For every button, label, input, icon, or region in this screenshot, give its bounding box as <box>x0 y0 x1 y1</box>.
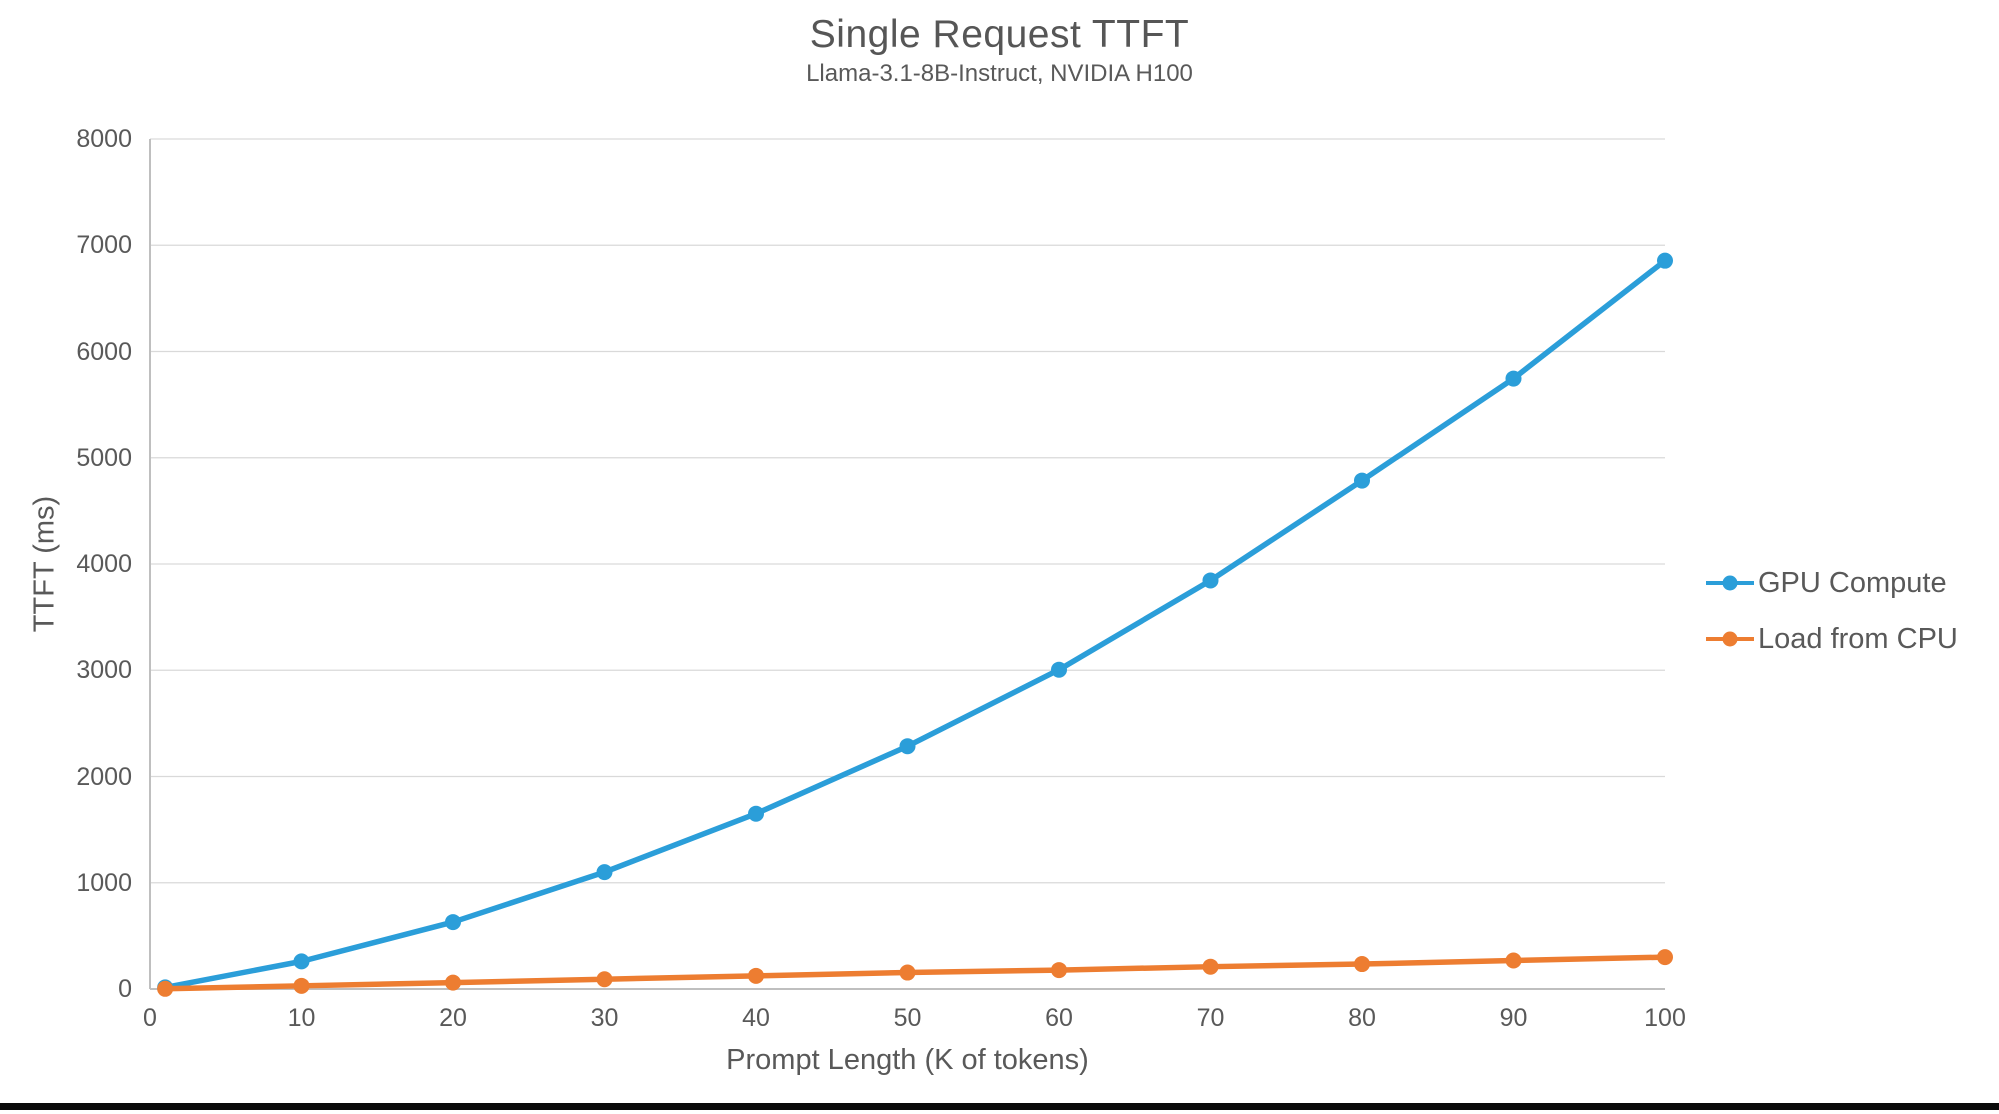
legend-line-marker-icon <box>1706 575 1754 591</box>
x-axis-title: Prompt Length (K of tokens) <box>726 1044 1089 1076</box>
data-point <box>1354 472 1370 489</box>
series-line-gpu-compute <box>162 257 1668 991</box>
data-point <box>1505 370 1522 387</box>
legend-item-load-from-cpu: Load from CPU <box>1706 618 1958 660</box>
data-point <box>1202 572 1219 589</box>
data-point <box>1657 252 1673 269</box>
y-tick-label: 8000 <box>76 125 132 153</box>
y-tick-label: 1000 <box>76 868 132 897</box>
data-point <box>1505 952 1522 969</box>
data-point <box>293 977 310 994</box>
x-tick-label: 20 <box>439 1004 467 1032</box>
data-point <box>748 967 764 984</box>
x-tick-label: 50 <box>893 1004 922 1032</box>
data-point <box>899 964 916 981</box>
y-tick-label: 0 <box>118 975 132 1003</box>
x-tick-label: 80 <box>1348 1004 1376 1032</box>
chart-subtitle: Llama-3.1-8B-Instruct, NVIDIA H100 <box>806 60 1193 87</box>
x-tick-label: 100 <box>1644 1004 1686 1032</box>
chart-legend: GPU Compute Load from CPU <box>1706 562 1958 674</box>
data-point <box>748 805 764 822</box>
y-tick-label: 2000 <box>76 762 132 791</box>
y-tick-label: 5000 <box>76 443 132 472</box>
y-tick-label: 7000 <box>76 231 132 260</box>
y-tick-label: 4000 <box>76 550 132 578</box>
x-tick-label: 70 <box>1196 1004 1225 1032</box>
data-point <box>445 914 461 931</box>
chart-title: Single Request TTFT <box>809 13 1190 56</box>
x-tick-label: 60 <box>1045 1004 1073 1032</box>
x-tick-label: 30 <box>590 1004 619 1032</box>
x-tick-label: 40 <box>742 1004 770 1032</box>
legend-label: Load from CPU <box>1758 622 1958 655</box>
data-point <box>1657 949 1673 966</box>
data-point <box>899 738 916 755</box>
legend-line-marker-icon <box>1706 631 1754 647</box>
data-point <box>1051 962 1067 979</box>
legend-item-gpu-compute: GPU Compute <box>1706 562 1958 604</box>
y-tick-label: 3000 <box>76 656 132 685</box>
data-point <box>1202 958 1219 975</box>
y-tick-label: 6000 <box>76 337 132 366</box>
data-point <box>157 980 174 997</box>
data-point <box>596 971 613 988</box>
data-point <box>293 953 310 970</box>
legend-label: GPU Compute <box>1758 566 1947 599</box>
x-tick-label: 10 <box>287 1004 316 1032</box>
data-point <box>1354 956 1370 973</box>
x-tick-label: 0 <box>143 1004 157 1032</box>
data-point <box>596 864 613 881</box>
data-point <box>445 974 461 991</box>
x-tick-label: 90 <box>1499 1004 1528 1032</box>
data-point <box>1051 661 1067 678</box>
bottom-divider-bar <box>0 1103 1999 1110</box>
